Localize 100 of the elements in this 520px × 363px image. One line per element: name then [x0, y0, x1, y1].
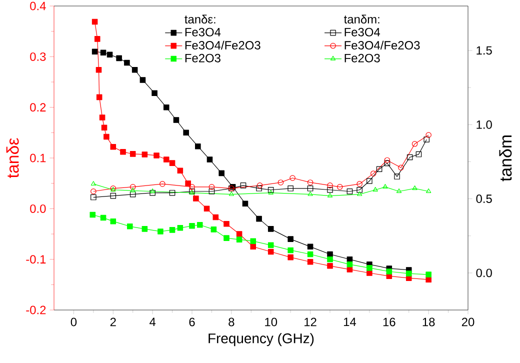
y-tick-label: 0.3 [30, 52, 46, 61]
point [163, 156, 170, 162]
point [106, 52, 113, 58]
point [327, 251, 333, 258]
point [384, 160, 390, 166]
point [142, 226, 148, 232]
point [250, 244, 256, 250]
x-tick-label: 2 [110, 318, 116, 326]
point [327, 263, 333, 269]
legend-label: Fe3O4 [344, 28, 380, 36]
point [424, 136, 430, 142]
point [236, 231, 242, 237]
point [177, 225, 184, 231]
legend-label: Fe3O4/Fe2O3 [344, 40, 420, 50]
y2-tick-label: 0.5 [476, 194, 492, 204]
point [142, 152, 148, 158]
point [412, 186, 418, 190]
point [268, 248, 274, 255]
point [372, 186, 378, 192]
point [256, 186, 262, 192]
x-tick-label: 16 [383, 318, 396, 326]
point [242, 200, 248, 206]
point [208, 184, 215, 190]
point [398, 164, 404, 171]
point [376, 166, 382, 172]
point [366, 178, 372, 184]
point [130, 188, 136, 192]
point [416, 151, 422, 158]
point [110, 192, 116, 199]
point [327, 182, 333, 188]
x-tick-label: 12 [304, 318, 316, 326]
point [356, 186, 362, 193]
y-tick-label: 0.0 [30, 204, 46, 213]
point [183, 130, 189, 136]
point [268, 242, 274, 248]
y-tick-label: 0.2 [30, 103, 46, 112]
x-axis-title: Frequency (GHz) [208, 333, 314, 346]
point [288, 247, 294, 254]
point [290, 175, 296, 181]
point [116, 55, 122, 62]
point [382, 184, 388, 189]
point [173, 117, 180, 123]
point [250, 238, 256, 244]
point [406, 270, 412, 276]
point [92, 48, 98, 54]
point [406, 154, 413, 160]
point [130, 151, 136, 157]
y2-tick-label: 0.0 [476, 268, 492, 278]
point [307, 244, 314, 250]
y-tick-label: 0.1 [30, 154, 46, 162]
point [204, 206, 210, 212]
point [268, 190, 274, 194]
point [160, 181, 166, 187]
x-tick-label: 14 [344, 318, 356, 326]
point [94, 36, 100, 42]
point [336, 184, 343, 190]
point [356, 181, 362, 187]
point [212, 214, 219, 220]
point [92, 18, 98, 25]
point [104, 134, 110, 140]
point [327, 256, 333, 262]
point [386, 268, 392, 274]
point [307, 186, 314, 192]
x-tick-label: 0 [70, 318, 77, 326]
point [163, 104, 170, 110]
point [210, 226, 217, 232]
x-tick-label: 10 [265, 318, 278, 326]
point [101, 124, 108, 130]
point [140, 77, 146, 83]
point [396, 188, 402, 193]
y-axis-title: tanδε [6, 138, 19, 178]
x-tick-label: 20 [462, 318, 474, 326]
point [268, 186, 274, 193]
x-tick-label: 18 [422, 318, 435, 326]
point [96, 66, 102, 73]
point [357, 191, 362, 196]
point [240, 182, 246, 188]
annotation: tanδm: [344, 14, 380, 24]
point [394, 174, 400, 180]
point [189, 184, 195, 190]
point [236, 236, 242, 242]
point [278, 180, 284, 186]
point [150, 188, 156, 193]
point [327, 186, 333, 193]
point [288, 236, 294, 242]
point [158, 228, 164, 234]
point [150, 190, 156, 196]
point [100, 214, 106, 221]
point [189, 223, 195, 229]
point [177, 168, 184, 174]
y2-axis-title: tanδm [499, 136, 512, 182]
point [206, 156, 213, 162]
point [307, 251, 314, 258]
point [288, 254, 294, 260]
point [208, 188, 215, 194]
point [154, 152, 160, 158]
point [90, 194, 96, 200]
point [96, 94, 102, 100]
annotation: tanδε: [184, 14, 216, 24]
point [224, 220, 230, 227]
